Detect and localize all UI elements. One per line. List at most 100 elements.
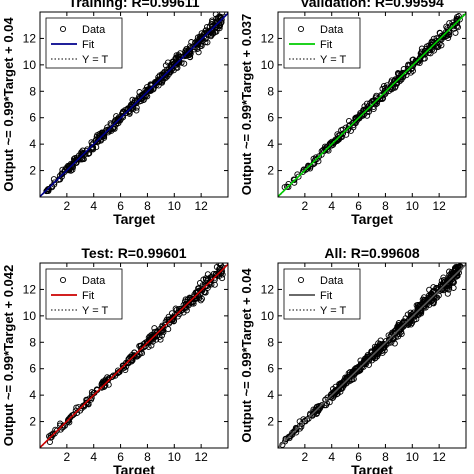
y-axis-label: Output ~= 0.99*Target + 0.042 [1,265,16,446]
fit-line [278,12,466,197]
x-tick-label: 4 [328,450,335,464]
legend-label-identity: Y = T [320,54,346,66]
data-point [206,278,214,285]
legend-label-data: Data [82,24,106,36]
y-tick-label: 2 [267,415,274,429]
x-tick-label: 12 [194,450,208,464]
y-tick-label: 8 [29,84,36,98]
legend-label-fit: Fit [320,39,332,51]
data-point [411,316,418,323]
x-tick-label: 2 [64,450,71,464]
data-point [156,72,163,79]
data-point [102,376,109,383]
data-point [304,165,311,172]
data-point [430,284,437,291]
data-point [107,120,114,127]
data-point [420,50,427,57]
data-point [85,150,92,157]
axes-frame [277,11,467,198]
data-point [51,430,58,437]
data-point [45,185,52,193]
data-point [413,57,420,65]
x-tick-label: 10 [406,199,420,213]
y-tick-label: 10 [23,309,37,323]
data-point [101,382,108,389]
data-point [350,124,357,131]
y-tick-label: 10 [23,58,37,72]
legend-box [45,268,123,320]
data-point [86,150,93,157]
data-point [390,336,397,343]
data-point [122,366,129,374]
legend-label-data: Data [320,275,344,287]
data-point [450,23,457,30]
data-point [372,97,379,104]
data-point [79,150,86,157]
data-point [362,360,369,367]
y-tick-label: 8 [267,84,274,98]
data-point [49,430,56,437]
data-point [452,29,459,36]
data-point [162,62,169,69]
data-point [369,98,376,105]
x-tick-label: 8 [144,450,151,464]
x-tick-label: 8 [144,199,151,213]
chart-title: Test: R=0.99601 [81,245,186,261]
data-point [355,114,362,121]
y-tick-label: 4 [267,137,274,151]
legend-label-data: Data [82,275,106,287]
data-point [376,340,384,347]
data-point [97,134,104,141]
data-point [391,329,398,336]
data-point [170,318,177,325]
x-tick-label: 10 [406,450,420,464]
legend-box [45,17,123,69]
x-tick-label: 12 [194,199,208,213]
axes-frame [39,262,229,449]
legend-marker-data [59,276,67,284]
data-point [443,23,450,30]
data-point [444,290,451,297]
legend-marker-data [297,25,305,33]
x-tick-label: 6 [355,199,362,213]
data-point [385,336,393,344]
y-tick-label: 8 [29,335,36,349]
data-point [177,307,185,314]
x-tick-label: 4 [328,199,335,213]
data-point [381,89,388,96]
data-point [115,116,122,124]
data-point [156,328,163,335]
y-axis-label: Output ~= 0.99*Target + 0.037 [239,14,254,195]
data-point [133,107,140,114]
data-point [219,275,226,282]
x-tick-label: 6 [355,450,362,464]
data-point [430,300,437,307]
y-tick-label: 12 [23,282,37,296]
fit-line [40,12,228,197]
x-tick-label: 2 [302,199,309,213]
x-axis-label: Target [351,211,393,227]
data-point [383,337,390,344]
data-point [434,294,441,301]
data-point [451,25,458,32]
data-point [145,343,152,350]
data-point [430,47,437,54]
data-point [285,183,292,191]
data-point [144,93,151,100]
data-point [434,44,441,51]
data-point [149,333,156,341]
data-point [213,272,220,279]
y-tick-label: 12 [261,31,275,45]
legend-marker-data [297,276,305,284]
y-tick-label: 4 [29,388,36,402]
data-point [378,342,385,349]
y-tick-label: 2 [29,164,36,178]
fit-line [40,263,228,448]
data-point [200,33,208,40]
axes-frame [277,262,467,449]
data-point [394,76,401,83]
data-point [202,27,209,34]
data-point [201,288,208,295]
axes-frame [39,11,229,198]
